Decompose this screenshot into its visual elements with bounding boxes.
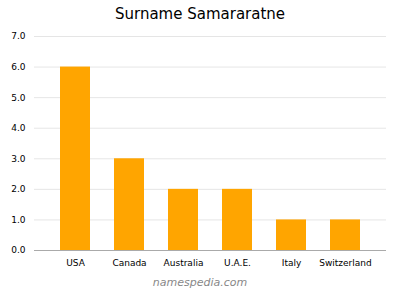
svg-text:U.A.E.: U.A.E.: [224, 258, 251, 268]
svg-text:2.0: 2.0: [11, 184, 26, 194]
svg-text:6.0: 6.0: [11, 62, 26, 72]
svg-text:5.0: 5.0: [11, 93, 26, 103]
html-text:namespedia.com: namespedia.com: [152, 276, 248, 289]
svg-text:Italy: Italy: [282, 258, 302, 268]
svg-text:0.0: 0.0: [11, 245, 26, 255]
svg-text:1.0: 1.0: [11, 215, 26, 225]
svg-text:7.0: 7.0: [11, 31, 26, 41]
svg-text:Canada: Canada: [112, 258, 146, 268]
svg-text:3.0: 3.0: [11, 154, 26, 164]
svg-text:USA: USA: [66, 258, 85, 268]
svg-text:Australia: Australia: [164, 258, 204, 268]
html-text:Surname Samararatne: Surname Samararatne: [115, 5, 285, 23]
svg-text:Switzerland: Switzerland: [319, 258, 372, 268]
svg-text:4.0: 4.0: [11, 123, 26, 133]
